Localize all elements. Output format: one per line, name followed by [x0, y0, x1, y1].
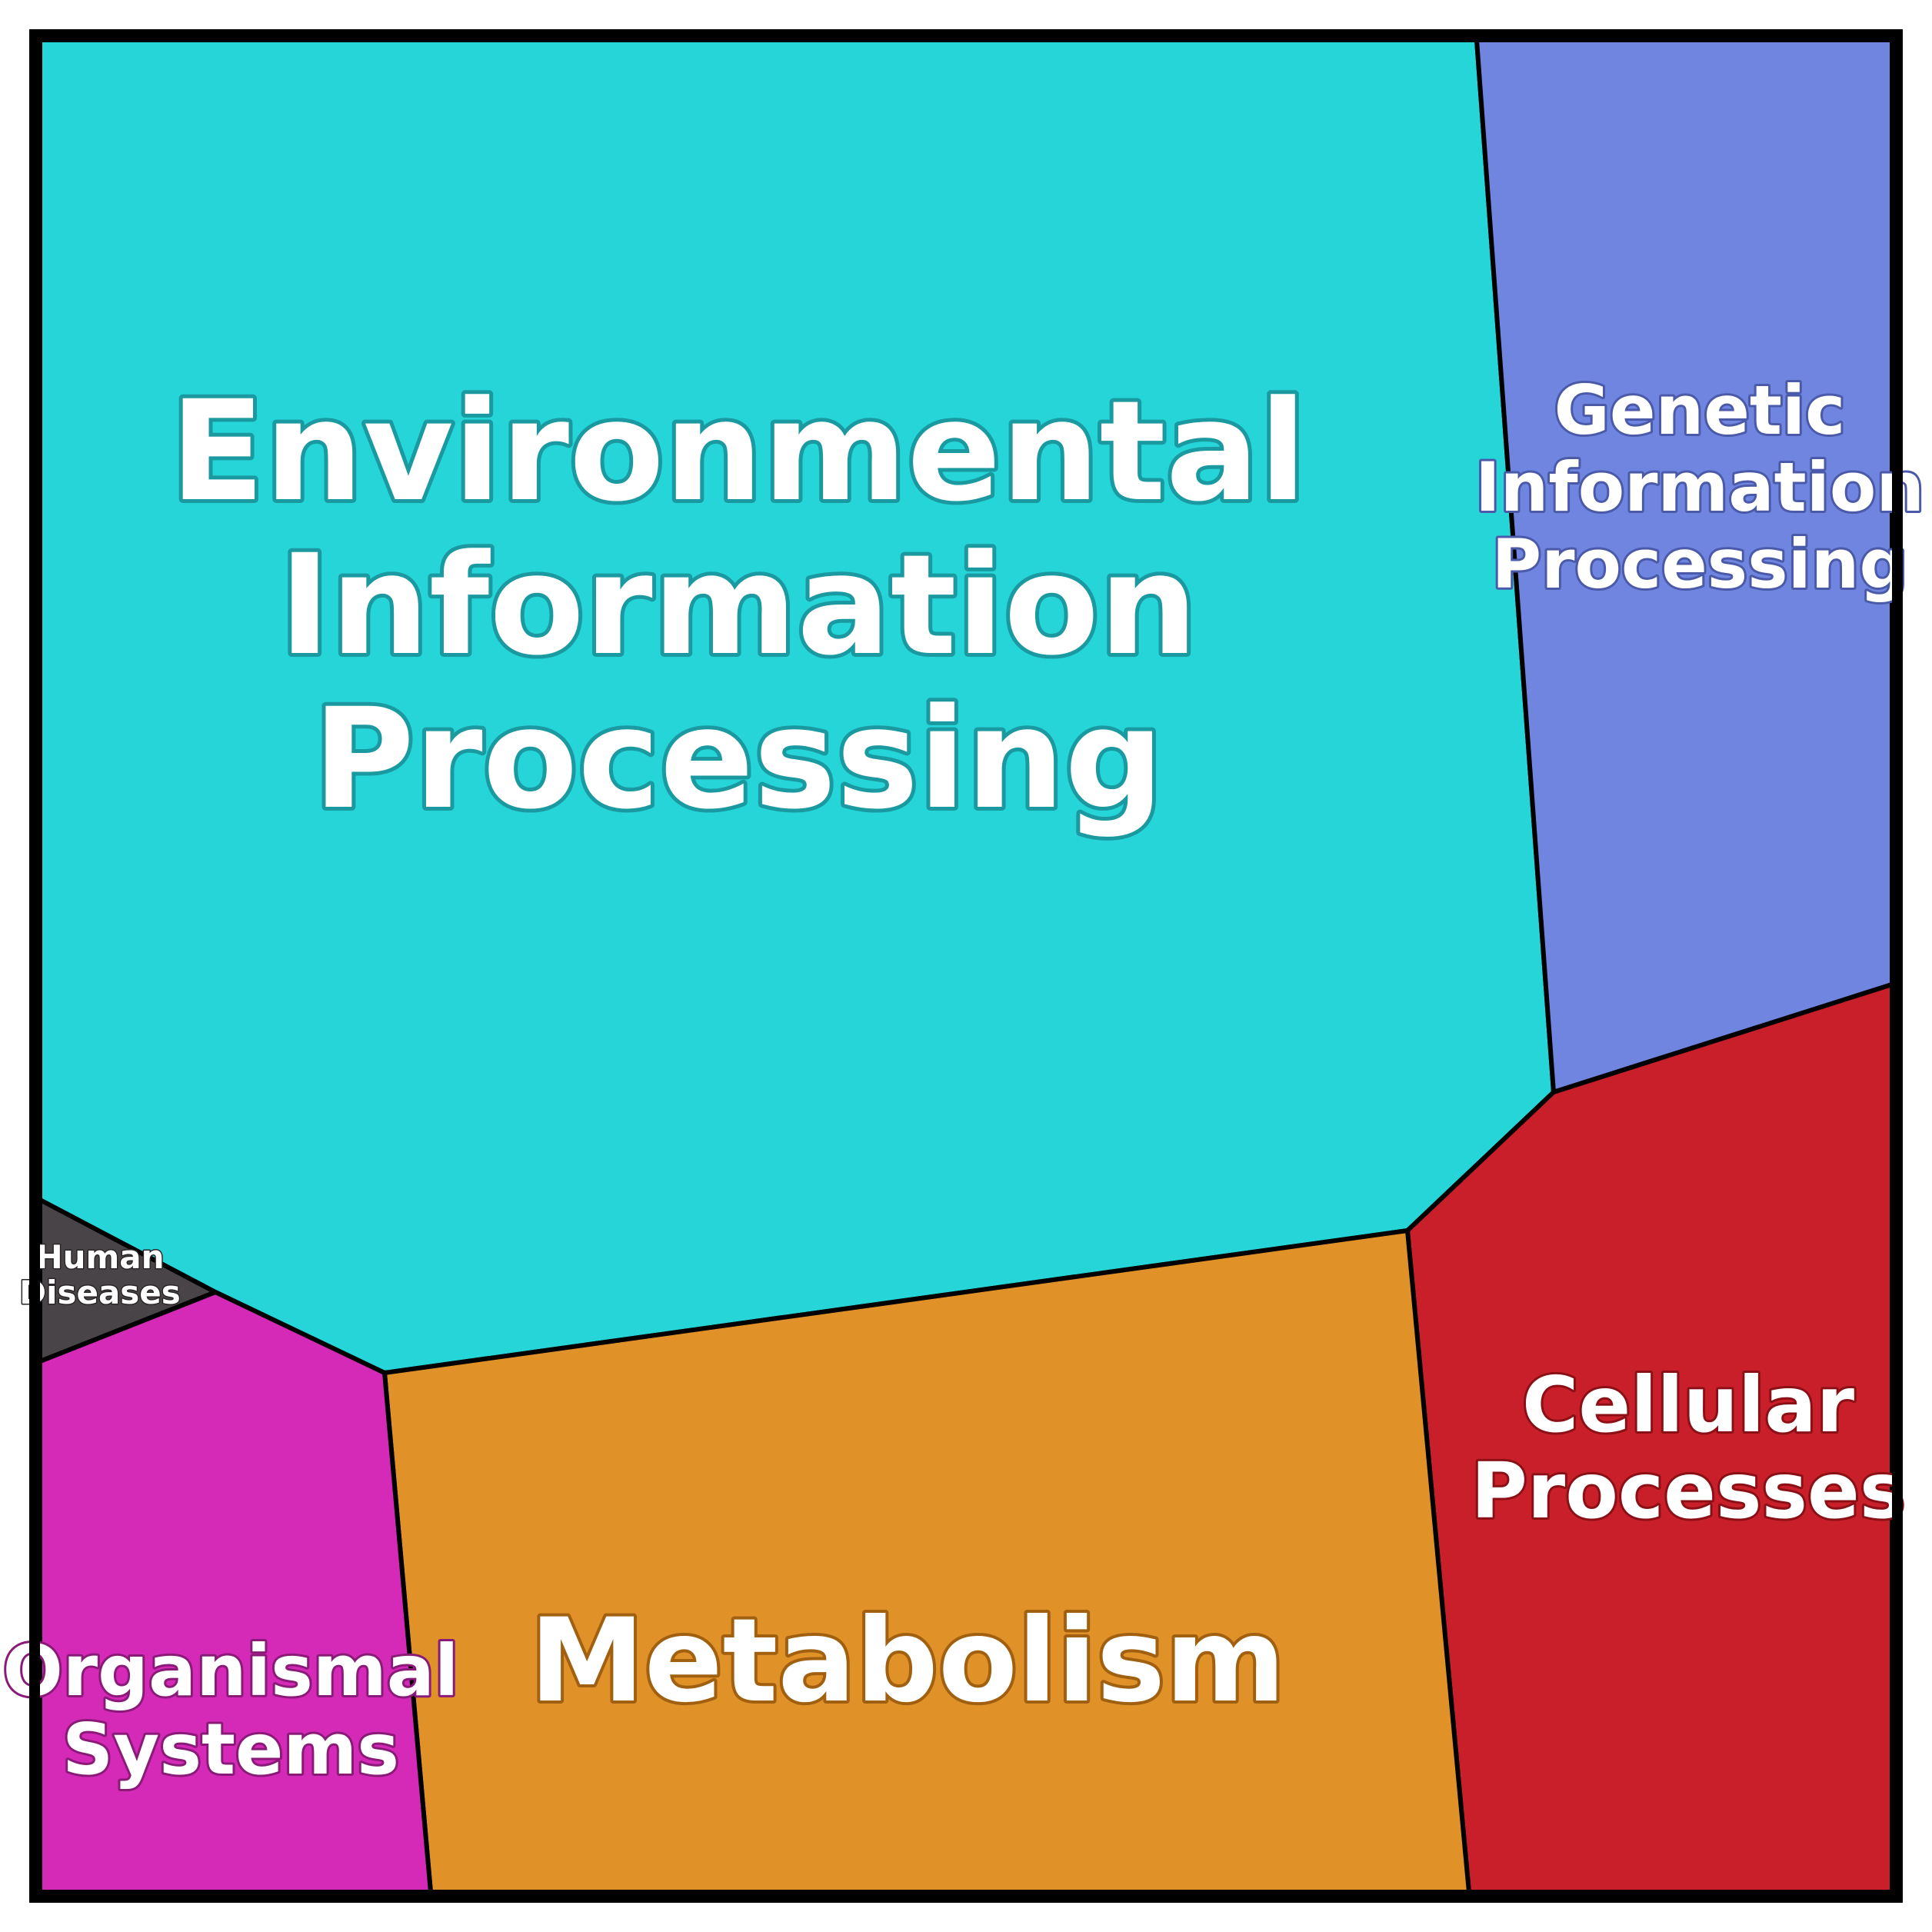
label-environmental: EnvironmentalInformationProcessing [170, 371, 1307, 840]
label-human_diseases: HumanDiseases [19, 1238, 181, 1311]
label-cellular: CellularProcesses [1471, 1360, 1906, 1536]
voronoi-treemap: EnvironmentalInformationProcessingGeneti… [0, 0, 1932, 1932]
label-metabolism: Metabolism [530, 1594, 1286, 1728]
label-organismal: OrganismalSystems [3, 1630, 459, 1790]
cell-organismal [40, 1292, 431, 1892]
